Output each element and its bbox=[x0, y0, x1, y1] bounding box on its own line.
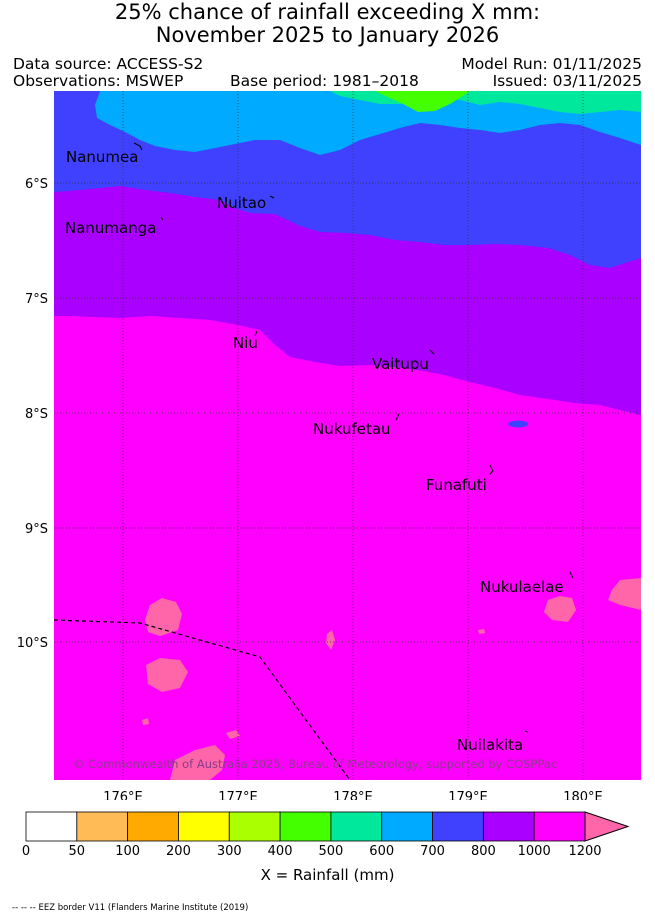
chart-title-line-1: 25% chance of rainfall exceeding X mm: bbox=[114, 0, 541, 24]
lat-label: 9°S bbox=[25, 522, 48, 537]
colorbar-tick-label: 500 bbox=[318, 844, 344, 859]
lat-label: 6°S bbox=[25, 177, 48, 192]
eez-footnote: -- -- -- EEZ border V11 (Flanders Marine… bbox=[12, 903, 249, 913]
lon-label: 177°E bbox=[218, 790, 258, 800]
blue-patch bbox=[508, 420, 528, 428]
lon-label: 180°E bbox=[563, 790, 603, 800]
model-run: Model Run: 01/11/2025 bbox=[461, 55, 642, 73]
lon-label: 179°E bbox=[448, 790, 488, 800]
colorbar-tick-label: 200 bbox=[166, 844, 191, 859]
lon-label: 178°E bbox=[333, 790, 373, 800]
colorbar-tick-label: 600 bbox=[369, 844, 395, 859]
colorbar-tick-label: 700 bbox=[420, 844, 445, 859]
colorbar-title: X = Rainfall (mm) bbox=[260, 866, 395, 884]
colorbar-segment bbox=[432, 811, 484, 842]
colorbar-segment bbox=[381, 811, 433, 842]
pink-patch-south-2 bbox=[226, 730, 240, 739]
colorbar-tick-label: 50 bbox=[68, 844, 86, 859]
colorbar-tick-label: 100 bbox=[115, 844, 141, 859]
band-600-700 bbox=[95, 91, 641, 155]
colorbar-segment bbox=[482, 811, 535, 842]
pink-patch-south-1 bbox=[170, 745, 225, 780]
pink-patch-nukulaelae bbox=[544, 596, 576, 622]
lat-label: 7°S bbox=[25, 292, 48, 307]
colorbar-tick-label: 400 bbox=[267, 844, 293, 859]
place-label-nuilakita: Nuilakita bbox=[457, 736, 523, 754]
lat-label: 8°S bbox=[25, 407, 48, 422]
pink-patch-small-2 bbox=[142, 718, 149, 725]
eez-border bbox=[53, 619, 351, 781]
place-label-vaitupu: Vaitupu bbox=[372, 355, 429, 373]
colorbar-segment bbox=[178, 811, 230, 842]
colorbar-segment bbox=[279, 811, 332, 842]
copyright-notice: © Commonwealth of Australia 2025, Bureau… bbox=[73, 757, 557, 771]
rainfall-map: 6°S 7°S 8°S 9°S 10°S 176°E 177°E 178°E 1… bbox=[17, 91, 641, 800]
islands bbox=[133, 142, 574, 733]
pink-patch-west-2 bbox=[146, 658, 188, 692]
place-label-funafuti: Funafuti bbox=[426, 476, 487, 494]
data-source: Data source: ACCESS-S2 bbox=[13, 55, 204, 73]
observations: Observations: MSWEP bbox=[13, 72, 184, 90]
pink-patch-small-1 bbox=[326, 630, 335, 650]
band-400-500 bbox=[375, 91, 470, 112]
issued-date: Issued: 03/11/2025 bbox=[492, 72, 642, 90]
colorbar-segment bbox=[127, 811, 179, 842]
lat-label: 10°S bbox=[17, 636, 48, 651]
place-label-nukulaelae: Nukulaelae bbox=[480, 578, 564, 596]
place-label-nukufetau: Nukufetau bbox=[313, 420, 391, 438]
place-label-nanumanga: Nanumanga bbox=[65, 219, 156, 237]
colorbar-segment bbox=[533, 811, 586, 842]
pink-patch-east bbox=[608, 578, 641, 610]
grid bbox=[54, 91, 641, 780]
colorbar-tick-label: 800 bbox=[470, 844, 496, 859]
colorbar-segment bbox=[330, 811, 383, 842]
place-label-nuitao: Nuitao bbox=[217, 194, 266, 212]
colorbar bbox=[25, 811, 630, 842]
colorbar-segment bbox=[25, 811, 78, 842]
base-period: Base period: 1981–2018 bbox=[230, 72, 419, 90]
colorbar-tick-label: 1200 bbox=[568, 844, 602, 859]
colorbar-segment bbox=[76, 811, 129, 842]
colorbar-tick-label: 300 bbox=[216, 844, 242, 859]
place-label-niu: Niu bbox=[233, 334, 258, 352]
chart-title-line-2: November 2025 to January 2026 bbox=[155, 23, 500, 47]
place-label-nanumea: Nanumea bbox=[66, 148, 138, 166]
colorbar-tick-label: 1000 bbox=[517, 844, 551, 859]
colorbar-segment bbox=[228, 811, 281, 842]
colorbar-extend-arrow bbox=[584, 811, 630, 842]
lon-label: 176°E bbox=[103, 790, 143, 800]
colorbar-tick-label: 0 bbox=[21, 844, 31, 859]
pink-patch-small-3 bbox=[478, 629, 485, 634]
